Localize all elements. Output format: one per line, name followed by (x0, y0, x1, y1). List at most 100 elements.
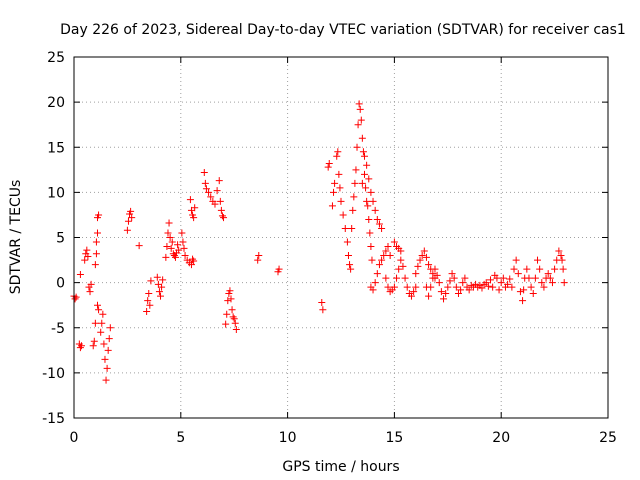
data-point (324, 163, 332, 171)
data-point (559, 265, 567, 273)
data-point (442, 289, 450, 297)
data-point (519, 297, 527, 305)
data-point (76, 344, 84, 352)
data-point (348, 224, 356, 232)
data-point (103, 364, 111, 372)
data-point (365, 215, 373, 223)
data-point (382, 247, 390, 255)
data-point (254, 256, 262, 264)
data-point (358, 134, 366, 142)
data-point (127, 207, 135, 215)
data-point (231, 319, 239, 327)
data-point (393, 274, 401, 282)
y-tick-label: -15 (42, 411, 65, 427)
data-point (525, 274, 533, 282)
data-point (83, 246, 91, 254)
data-point (155, 288, 163, 296)
data-point (178, 229, 186, 237)
data-point (91, 261, 99, 269)
data-point (412, 270, 420, 278)
data-point (544, 270, 552, 278)
data-point (344, 252, 352, 260)
data-point (333, 152, 341, 160)
data-point (534, 256, 542, 264)
data-point (497, 279, 505, 287)
data-point (558, 256, 566, 264)
data-point (124, 217, 132, 225)
data-point (365, 175, 373, 183)
data-point (425, 292, 433, 300)
data-point (228, 306, 236, 314)
data-point (347, 265, 355, 273)
data-point (454, 289, 462, 297)
data-point (431, 265, 439, 273)
data-point (366, 229, 374, 237)
data-point (220, 214, 228, 222)
data-point (232, 326, 240, 334)
y-tick-label: -5 (51, 321, 65, 337)
data-point (427, 283, 435, 291)
data-point (95, 306, 103, 314)
data-point (504, 280, 512, 288)
data-point (414, 262, 422, 270)
data-point (512, 256, 520, 264)
data-point (422, 253, 430, 261)
data-point (363, 197, 371, 205)
data-point (339, 211, 347, 219)
data-point (165, 219, 173, 227)
data-point (523, 265, 531, 273)
data-point (489, 283, 497, 291)
data-point (169, 250, 177, 258)
data-point (207, 193, 215, 201)
data-point (551, 265, 559, 273)
data-point (356, 105, 364, 113)
data-point (200, 169, 208, 177)
data-point (440, 295, 448, 303)
data-point (437, 288, 445, 296)
data-point (216, 197, 224, 205)
data-point (190, 214, 198, 222)
data-point (416, 256, 424, 264)
data-point (218, 212, 226, 220)
data-point (191, 204, 199, 212)
data-point (384, 283, 392, 291)
data-point (540, 283, 548, 291)
data-point (368, 256, 376, 264)
data-point (211, 200, 219, 208)
x-tick-label: 15 (385, 430, 403, 446)
data-point (89, 342, 97, 350)
data-point (84, 252, 92, 260)
data-point (380, 252, 388, 260)
data-point (457, 286, 465, 294)
data-point (135, 242, 143, 250)
data-point (465, 286, 473, 294)
data-point (384, 243, 392, 251)
data-point (410, 288, 418, 296)
data-point (226, 287, 234, 295)
data-point (506, 275, 514, 283)
data-point (367, 243, 375, 251)
x-tick-label: 0 (70, 430, 79, 446)
data-point (95, 211, 103, 219)
data-point (334, 148, 342, 156)
data-point (401, 274, 409, 282)
data-point (548, 279, 556, 287)
data-point (555, 247, 563, 255)
y-tick-label: 15 (47, 140, 65, 156)
data-point (71, 295, 79, 303)
x-tick-labels: 0 5 10 15 20 25 (70, 430, 617, 446)
data-point (87, 280, 95, 288)
data-point (91, 319, 99, 327)
data-point (484, 282, 492, 290)
data-point (499, 274, 507, 282)
data-point (179, 238, 187, 246)
data-point (187, 261, 195, 269)
data-point (164, 229, 172, 237)
data-point (346, 261, 354, 269)
data-point (495, 286, 503, 294)
data-point (101, 355, 109, 363)
data-point (123, 226, 131, 234)
data-point (459, 279, 467, 287)
data-point (162, 253, 170, 261)
data-point (102, 376, 110, 384)
